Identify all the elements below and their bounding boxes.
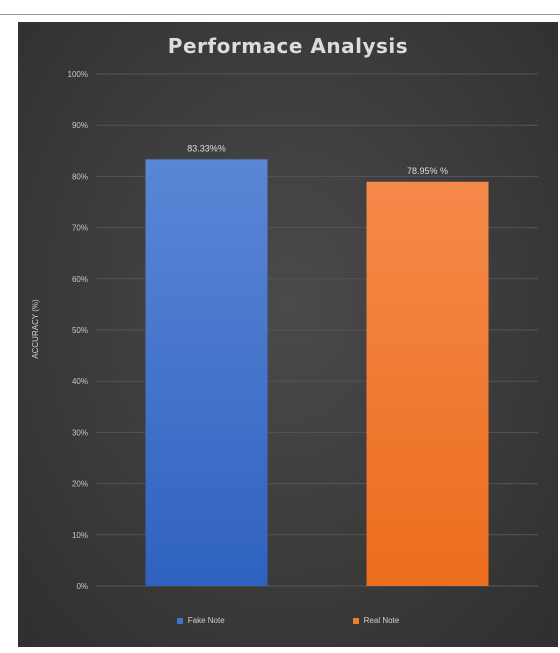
bar-fake-note	[145, 159, 268, 586]
legend-swatch-fake-note	[176, 617, 183, 624]
y-axis-title: ACCURACY (%)	[31, 299, 40, 359]
y-tick-label: 60%	[72, 275, 88, 284]
y-tick-label: 30%	[72, 428, 88, 437]
legend-item-real-note: Real Note	[352, 616, 400, 625]
y-tick-label: 0%	[76, 582, 88, 591]
chart-panel: Performace Analysis 0% 10% 20% 30% 40% 50% 60%…	[18, 22, 558, 647]
bar-chart: 0% 10% 20% 30% 40% 50% 60% 70% 80% 90% 100% 83.33%…	[31, 70, 538, 591]
y-tick-label: 10%	[72, 531, 88, 540]
y-tick-label: 70%	[72, 224, 88, 233]
data-label-real-note: 78.95% %	[407, 166, 448, 176]
legend-label-real-note: Real Note	[363, 616, 400, 625]
y-tick-label: 90%	[72, 121, 88, 130]
legend-swatch-real-note	[352, 617, 359, 624]
top-rule	[0, 14, 560, 15]
data-label-fake-note: 83.33%%	[187, 143, 226, 153]
y-tick-label: 50%	[72, 326, 88, 335]
legend-item-fake-note: Fake Note	[176, 616, 225, 625]
legend-label-fake-note: Fake Note	[187, 616, 225, 625]
legend: Fake Note Real Note	[18, 616, 558, 625]
y-tick-label: 100%	[68, 70, 88, 79]
y-tick-label: 20%	[72, 480, 88, 489]
bar-real-note	[366, 181, 489, 586]
y-tick-label: 40%	[72, 377, 88, 386]
y-tick-label: 80%	[72, 172, 88, 181]
chart-title: Performace Analysis	[167, 34, 409, 58]
